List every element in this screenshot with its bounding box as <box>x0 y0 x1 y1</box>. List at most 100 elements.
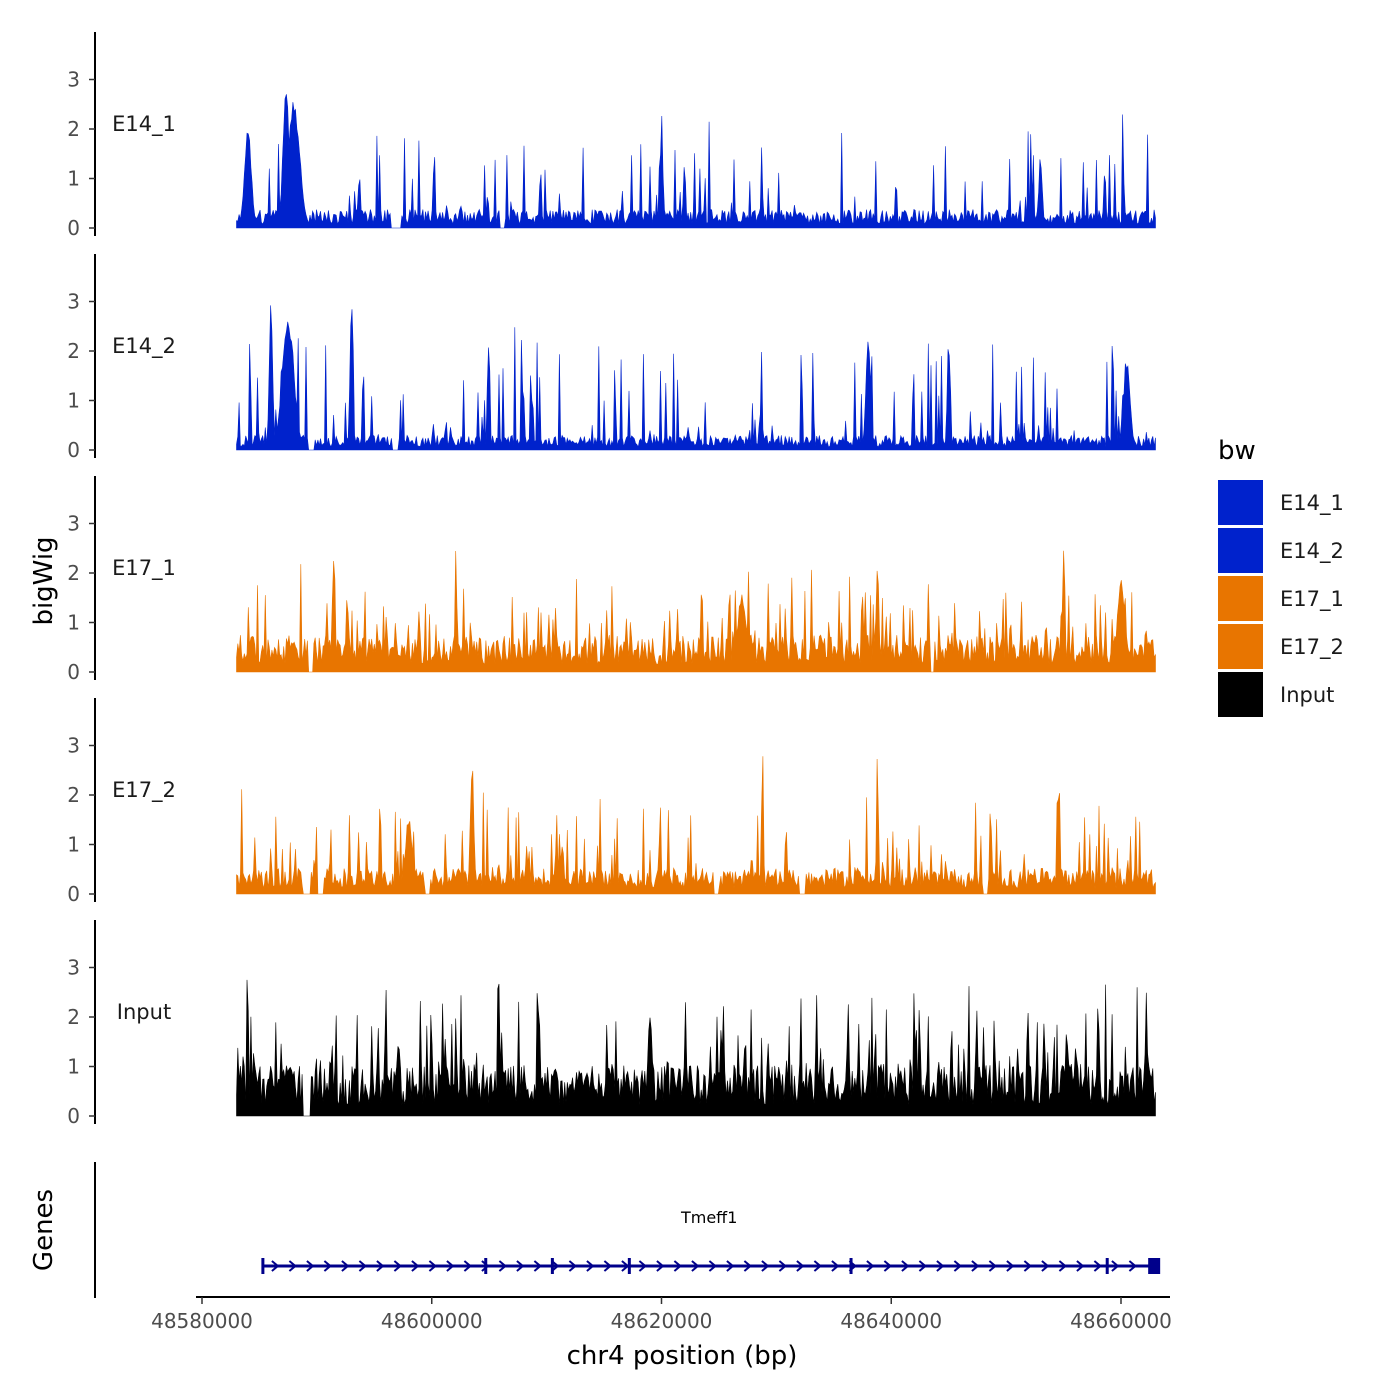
track-E14_2: 0 1 2 3 E14_2 <box>67 254 1156 462</box>
strand-arrow <box>376 1260 385 1272</box>
legend: bw E14_1 E14_2 E17_1 E17_2 Input <box>1218 436 1344 717</box>
y-tick-label: 1 <box>67 389 80 413</box>
track-E17_2: 0 1 2 3 E17_2 <box>67 698 1156 906</box>
signal-area-E14_1 <box>236 94 1156 229</box>
strand-arrow <box>813 1260 822 1272</box>
strand-arrow <box>323 1260 332 1272</box>
x-axis: 48580000 48600000 48620000 48640000 48660000 <box>151 1296 1172 1333</box>
y-tick-label: 1 <box>67 611 80 635</box>
strand-arrow <box>498 1260 507 1272</box>
y-tick-label: 2 <box>67 117 80 141</box>
strand-arrow <box>358 1260 367 1272</box>
legend-label: E14_2 <box>1280 539 1344 564</box>
strand-arrow <box>481 1260 490 1272</box>
track-label: E17_1 <box>112 556 176 581</box>
strand-arrow <box>673 1260 682 1272</box>
strand-arrow <box>288 1260 297 1272</box>
y-axis-title: bigWig <box>29 536 59 625</box>
y-tick-label: 2 <box>67 783 80 807</box>
strand-arrow <box>1093 1260 1102 1272</box>
legend-label: E17_1 <box>1280 587 1344 612</box>
x-axis-title: chr4 position (bp) <box>567 1341 798 1371</box>
genes-track-title: Genes <box>29 1189 59 1271</box>
y-tick-label: 0 <box>67 438 80 462</box>
strand-arrow <box>1111 1260 1120 1272</box>
strand-arrow <box>551 1260 560 1272</box>
signal-tracks: 0 1 2 3 E14_1 0 1 2 3 E14_2 0 1 2 3 E17_1 0 1 2 3 E17_2 0 1 2 3… <box>67 32 1156 1128</box>
legend-swatch-E17_2 <box>1218 624 1263 669</box>
strand-arrow <box>988 1260 997 1272</box>
strand-arrow <box>568 1260 577 1272</box>
exon-mark <box>484 1258 488 1274</box>
y-tick-label: 3 <box>67 734 80 758</box>
y-tick-label: 3 <box>67 290 80 314</box>
strand-arrow <box>953 1260 962 1272</box>
y-tick-label: 2 <box>67 561 80 585</box>
strand-arrow <box>971 1260 980 1272</box>
strand-arrow <box>306 1260 315 1272</box>
signal-area-E17_2 <box>236 756 1156 895</box>
y-tick-label: 2 <box>67 1005 80 1029</box>
track-E14_1: 0 1 2 3 E14_1 <box>67 32 1156 240</box>
strand-arrow <box>918 1260 927 1272</box>
legend-swatch-E17_1 <box>1218 576 1263 621</box>
y-tick-label: 0 <box>67 882 80 906</box>
strand-arrow <box>516 1260 525 1272</box>
strand-arrow <box>691 1260 700 1272</box>
signal-area-Input <box>236 979 1156 1117</box>
x-tick-label: 48660000 <box>1070 1309 1172 1333</box>
x-tick-label: 48620000 <box>611 1309 713 1333</box>
strand-arrow <box>743 1260 752 1272</box>
y-tick-label: 0 <box>67 1104 80 1128</box>
signal-area-E14_2 <box>236 305 1156 451</box>
strand-arrow <box>1041 1260 1050 1272</box>
strand-arrow <box>446 1260 455 1272</box>
x-tick-label: 48580000 <box>151 1309 253 1333</box>
strand-arrow <box>901 1260 910 1272</box>
strand-arrow <box>586 1260 595 1272</box>
y-tick-label: 1 <box>67 167 80 191</box>
strand-arrow <box>1006 1260 1015 1272</box>
gene-track: Tmeff1 <box>261 1208 1161 1274</box>
strand-arrow <box>866 1260 875 1272</box>
strand-arrow <box>533 1260 542 1272</box>
track-Input: 0 1 2 3 Input <box>67 920 1156 1128</box>
strand-arrow <box>1058 1260 1067 1272</box>
exon-mark <box>1105 1258 1109 1274</box>
strand-arrow <box>796 1260 805 1272</box>
signal-area-E17_1 <box>236 550 1156 673</box>
strand-arrow <box>936 1260 945 1272</box>
exon-mark <box>261 1258 265 1274</box>
track-label: Input <box>117 1000 171 1024</box>
gene-name: Tmeff1 <box>680 1208 737 1227</box>
strand-arrow <box>271 1260 280 1272</box>
y-tick-label: 1 <box>67 833 80 857</box>
strand-arrow <box>778 1260 787 1272</box>
strand-arrow <box>463 1260 472 1272</box>
legend-swatch-Input <box>1218 672 1263 717</box>
x-tick-label: 48640000 <box>840 1309 942 1333</box>
strand-arrow <box>726 1260 735 1272</box>
strand-arrow <box>1076 1260 1085 1272</box>
strand-arrow <box>393 1260 402 1272</box>
strand-arrow <box>603 1260 612 1272</box>
strand-arrow <box>761 1260 770 1272</box>
track-label: E14_1 <box>112 112 176 137</box>
track-label: E14_2 <box>112 334 176 359</box>
y-tick-label: 3 <box>67 956 80 980</box>
legend-title: bw <box>1218 436 1256 466</box>
legend-swatch-E14_2 <box>1218 528 1263 573</box>
y-tick-label: 3 <box>67 512 80 536</box>
legend-label: E17_2 <box>1280 635 1344 660</box>
strand-arrow <box>831 1260 840 1272</box>
strand-arrow <box>656 1260 665 1272</box>
y-tick-label: 0 <box>67 216 80 240</box>
strand-arrow <box>1023 1260 1032 1272</box>
x-tick-label: 48600000 <box>381 1309 483 1333</box>
legend-label: Input <box>1280 683 1334 707</box>
strand-arrow <box>638 1260 647 1272</box>
exon-mark <box>627 1258 631 1274</box>
track-E17_1: 0 1 2 3 E17_1 <box>67 476 1156 684</box>
y-tick-label: 3 <box>67 68 80 92</box>
